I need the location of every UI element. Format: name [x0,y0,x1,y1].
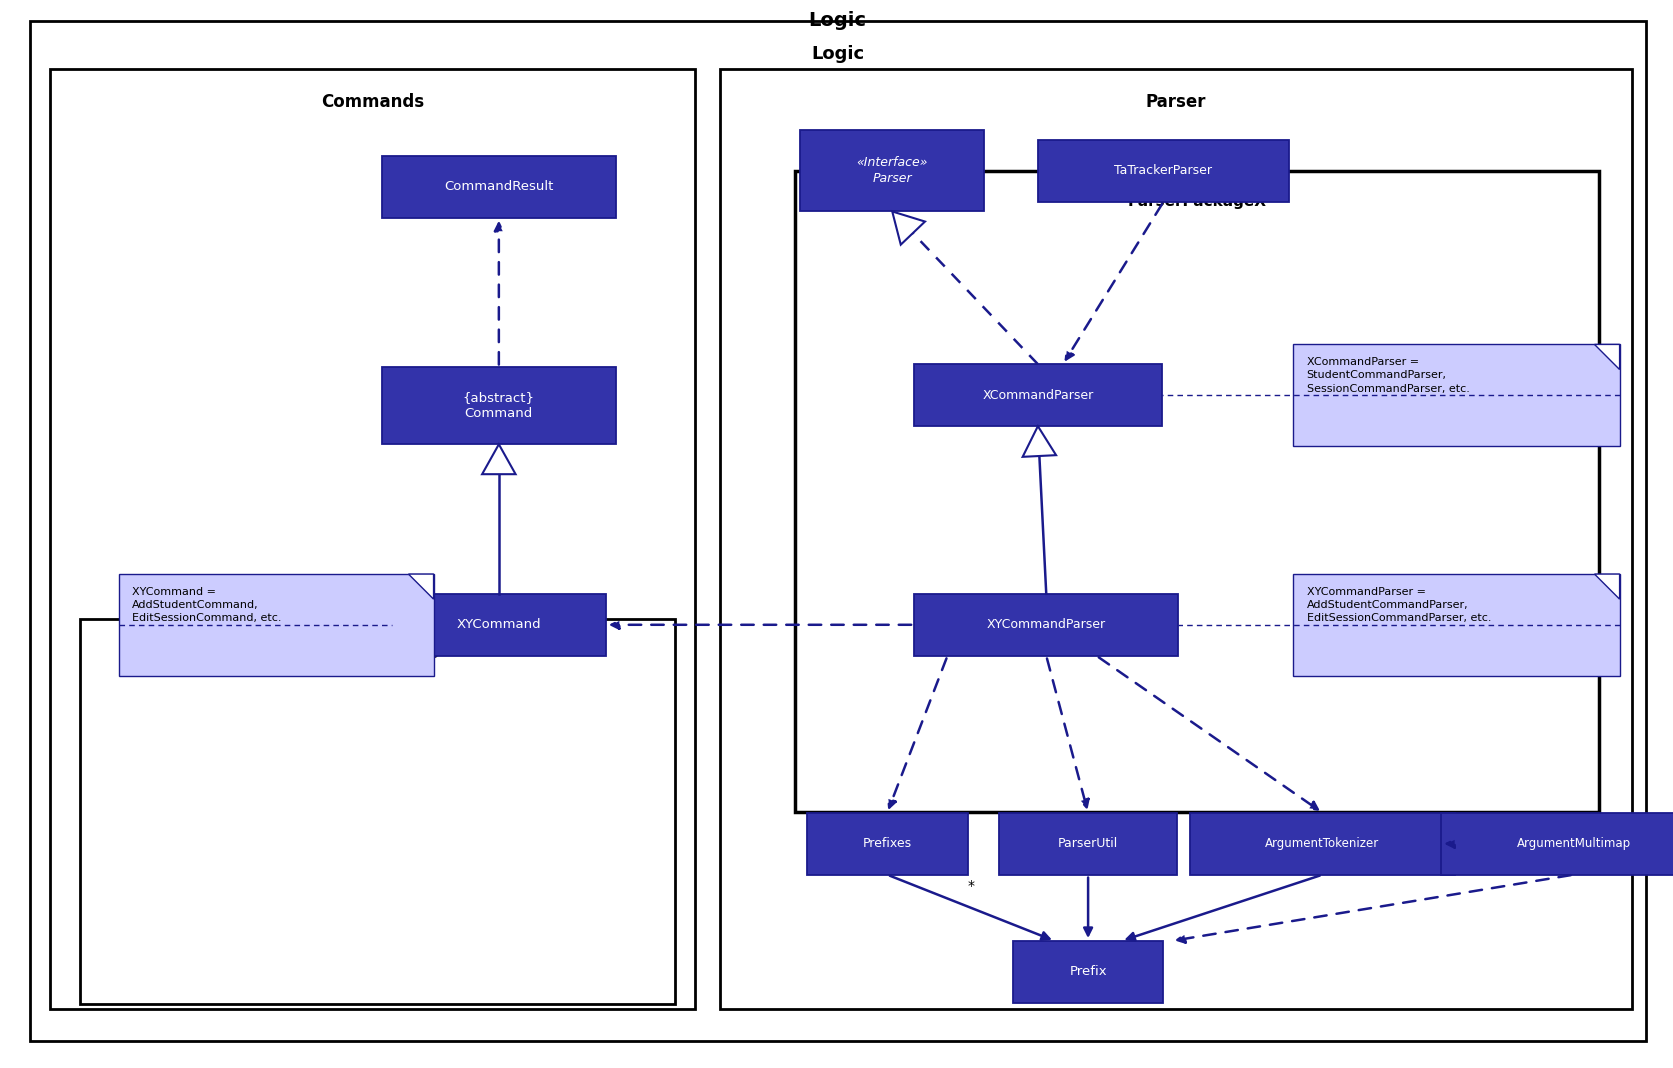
FancyBboxPatch shape [381,367,616,444]
Text: *: * [967,879,974,894]
Text: Prefix: Prefix [1069,965,1106,978]
FancyBboxPatch shape [913,364,1161,426]
FancyBboxPatch shape [381,156,616,218]
FancyBboxPatch shape [1440,813,1673,875]
Text: XYCommand =
AddStudentCommand,
EditSessionCommand, etc.: XYCommand = AddStudentCommand, EditSessi… [132,587,281,624]
Polygon shape [408,575,433,599]
Text: XYCommandParser: XYCommandParser [985,618,1106,631]
Text: Logic: Logic [808,11,865,30]
Text: XYCommandParser =
AddStudentCommandParser,
EditSessionCommandParser, etc.: XYCommandParser = AddStudentCommandParse… [1307,587,1491,624]
FancyBboxPatch shape [913,594,1178,656]
Text: «Interface»
Parser: «Interface» Parser [857,156,927,186]
Text: ArgumentMultimap: ArgumentMultimap [1516,837,1630,850]
FancyBboxPatch shape [1293,345,1619,446]
FancyBboxPatch shape [719,69,1631,1009]
Text: {abstract}
Command: {abstract} Command [462,391,535,421]
FancyBboxPatch shape [391,594,606,656]
Polygon shape [1594,345,1619,370]
Text: ParserUtil: ParserUtil [1057,837,1118,850]
FancyBboxPatch shape [119,575,433,676]
Text: XCommandParser =
StudentCommandParser,
SessionCommandParser, etc.: XCommandParser = StudentCommandParser, S… [1307,358,1469,394]
FancyBboxPatch shape [1190,813,1454,875]
FancyBboxPatch shape [806,813,967,875]
FancyBboxPatch shape [1012,941,1163,1003]
Text: ArgumentTokenizer: ArgumentTokenizer [1265,837,1379,850]
FancyBboxPatch shape [795,171,1598,812]
Text: XYCommand: XYCommand [457,618,540,631]
FancyBboxPatch shape [1293,575,1619,676]
FancyBboxPatch shape [30,21,1645,1041]
FancyBboxPatch shape [999,813,1176,875]
Polygon shape [892,211,925,245]
Text: Prefixes: Prefixes [862,837,912,850]
Text: CommandPackageX: CommandPackageX [293,643,462,658]
Text: CommandResult: CommandResult [443,180,554,193]
Text: XCommandParser: XCommandParser [982,389,1092,402]
Text: ParserPackageX: ParserPackageX [1126,194,1266,209]
FancyBboxPatch shape [800,130,984,211]
Text: TaTrackerParser: TaTrackerParser [1114,164,1211,177]
Text: Parser: Parser [1144,93,1206,111]
FancyBboxPatch shape [80,619,674,1004]
Polygon shape [1022,426,1056,457]
FancyBboxPatch shape [1037,140,1288,202]
Polygon shape [1594,575,1619,599]
Polygon shape [482,444,515,474]
Text: Commands: Commands [321,93,423,111]
Text: Logic: Logic [811,45,863,63]
FancyBboxPatch shape [50,69,694,1009]
